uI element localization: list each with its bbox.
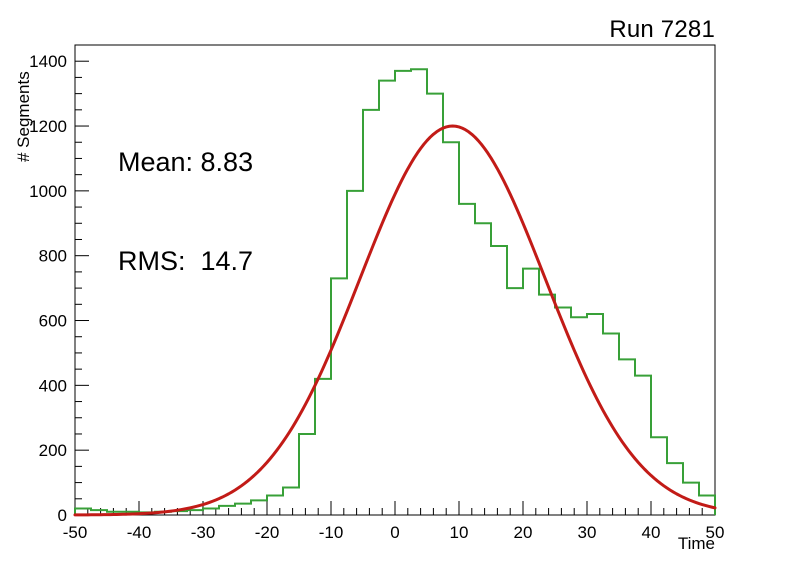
y-tick-label: 1200 <box>29 117 67 136</box>
y-tick-label: 1000 <box>29 182 67 201</box>
x-tick-label: 10 <box>450 523 469 542</box>
y-tick-label: 0 <box>58 506 67 525</box>
histogram-line <box>74 68 716 515</box>
y-tick-label: 200 <box>39 441 67 460</box>
y-tick-label: 800 <box>39 247 67 266</box>
plot-title: Run 7281 <box>609 16 715 43</box>
x-tick-label: -40 <box>127 523 152 542</box>
x-tick-label: 50 <box>706 523 725 542</box>
stats-mean-text: Mean: 8.83 <box>118 146 254 177</box>
x-tick-label: -30 <box>191 523 216 542</box>
x-tick-label: -10 <box>319 523 344 542</box>
x-tick-label: 20 <box>514 523 533 542</box>
stats-rms-text: RMS: 14.7 <box>118 245 254 276</box>
x-tick-label: 0 <box>390 523 399 542</box>
y-tick-label: 600 <box>39 312 67 331</box>
gaussian-fit-curve <box>73 124 717 517</box>
x-tick-label: 30 <box>578 523 597 542</box>
x-tick-label: 40 <box>642 523 661 542</box>
y-tick-label: 400 <box>39 376 67 395</box>
x-tick-label: -50 <box>63 523 88 542</box>
y-tick-label: 1400 <box>29 52 67 71</box>
x-axis-title: Time <box>677 534 715 553</box>
x-tick-label: -20 <box>255 523 280 542</box>
y-axis-title: # Segments <box>14 71 33 162</box>
stats-box: Mean: 8.83 RMS: 14.7 <box>118 80 253 344</box>
